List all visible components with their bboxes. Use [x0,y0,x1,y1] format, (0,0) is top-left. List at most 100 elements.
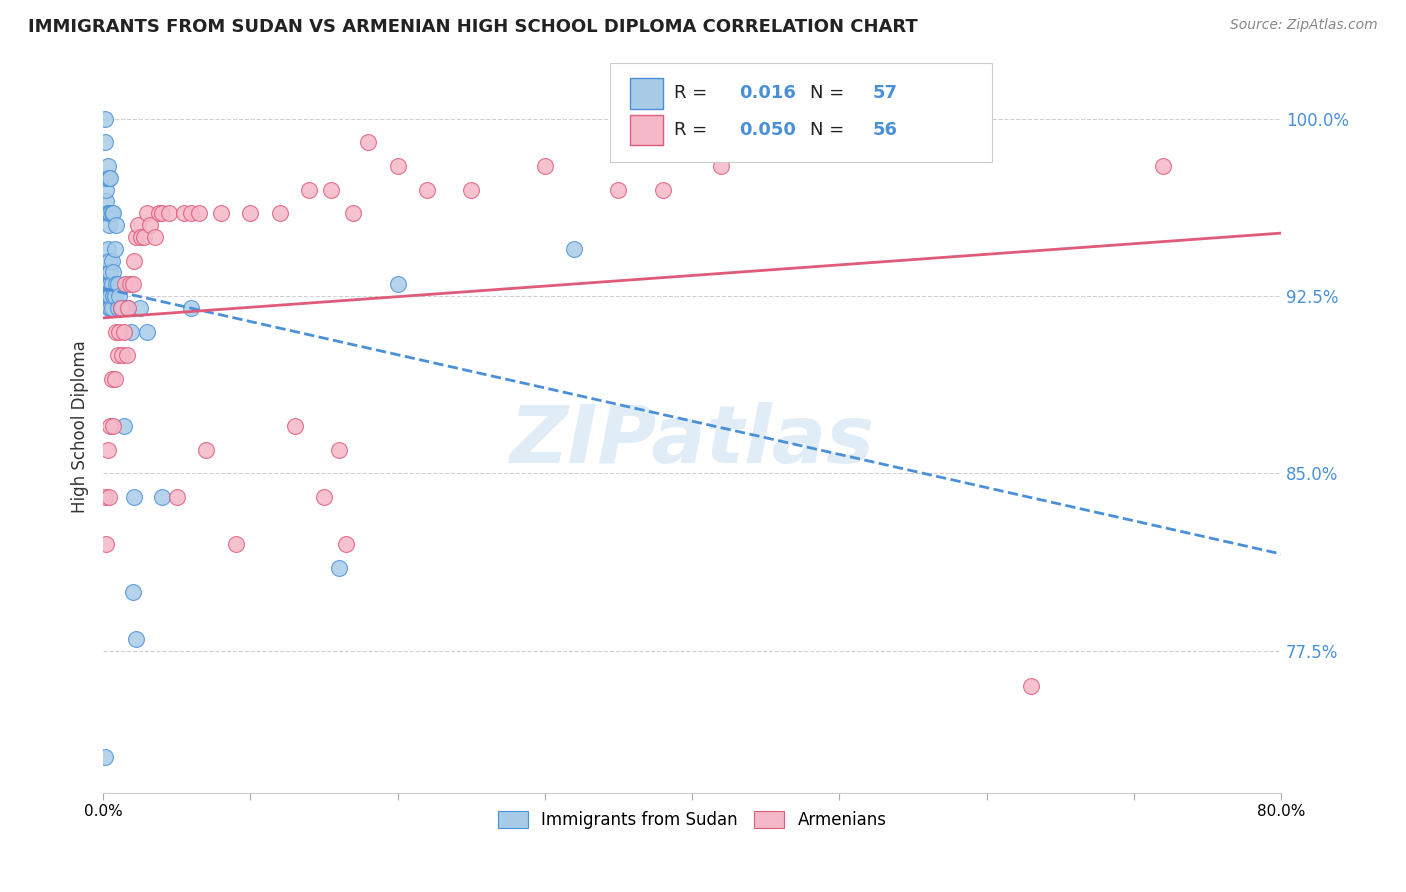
Text: ZIPatlas: ZIPatlas [509,401,875,480]
Text: 57: 57 [872,85,897,103]
Point [127,218,149,232]
Point [104,372,127,386]
Point [460,183,482,197]
Point [93,136,115,150]
Point [96,206,118,220]
Point [416,183,439,197]
Point [131,230,153,244]
Point [562,242,585,256]
Point [98,289,121,303]
Point [103,419,125,434]
Text: 0.016: 0.016 [740,85,796,103]
Point [117,301,139,315]
Point [100,301,122,315]
Point [94,206,117,220]
Point [96,159,118,173]
FancyBboxPatch shape [610,63,993,162]
Point [122,490,145,504]
Point [100,170,122,185]
Point [107,348,129,362]
Point [121,584,143,599]
Point [96,242,118,256]
Point [533,159,555,173]
Point [342,206,364,220]
Point [98,253,121,268]
Point [387,277,409,292]
Point [108,325,131,339]
Point [96,277,118,292]
Point [187,206,209,220]
Point [136,325,159,339]
Point [112,325,135,339]
Point [143,230,166,244]
Point [136,206,159,220]
Point [321,183,343,197]
Point [98,490,121,504]
Point [312,490,335,504]
Point [150,490,173,504]
Point [180,301,202,315]
Point [1019,679,1042,693]
Point [122,253,145,268]
Point [118,277,141,292]
Point [117,301,139,315]
Point [105,325,128,339]
Point [387,159,409,173]
Point [105,218,128,232]
Point [101,277,124,292]
Y-axis label: High School Diploma: High School Diploma [72,340,89,513]
Point [129,301,152,315]
Point [148,206,170,220]
Point [100,206,122,220]
Point [150,206,173,220]
Point [107,277,129,292]
Point [100,265,122,279]
Point [239,206,262,220]
Point [115,301,138,315]
Text: 0.050: 0.050 [740,121,796,139]
Point [103,265,125,279]
Point [108,289,131,303]
Point [98,265,121,279]
Point [103,206,125,220]
Point [93,750,115,764]
Point [114,277,136,292]
Point [166,490,188,504]
Text: 56: 56 [872,121,897,139]
Point [357,136,380,150]
Point [112,419,135,434]
FancyBboxPatch shape [630,78,662,109]
Point [283,419,305,434]
Point [121,277,143,292]
Point [98,277,121,292]
Point [209,206,232,220]
Point [110,301,132,315]
Point [110,301,132,315]
Point [101,372,124,386]
Point [96,289,118,303]
Point [651,183,673,197]
Text: Source: ZipAtlas.com: Source: ZipAtlas.com [1230,18,1378,32]
Point [100,277,122,292]
Point [104,289,127,303]
Point [180,206,202,220]
Point [98,301,121,315]
Point [100,419,122,434]
Point [298,183,321,197]
Point [96,442,118,457]
Text: IMMIGRANTS FROM SUDAN VS ARMENIAN HIGH SCHOOL DIPLOMA CORRELATION CHART: IMMIGRANTS FROM SUDAN VS ARMENIAN HIGH S… [28,18,918,36]
Point [96,170,118,185]
Point [101,301,124,315]
Point [98,206,121,220]
Point [607,183,630,197]
Point [98,218,121,232]
Point [93,112,115,126]
Point [103,289,125,303]
Point [124,632,146,646]
Point [173,206,195,220]
Point [101,253,124,268]
Point [107,301,129,315]
Point [120,325,142,339]
Point [225,537,247,551]
Point [1152,159,1174,173]
